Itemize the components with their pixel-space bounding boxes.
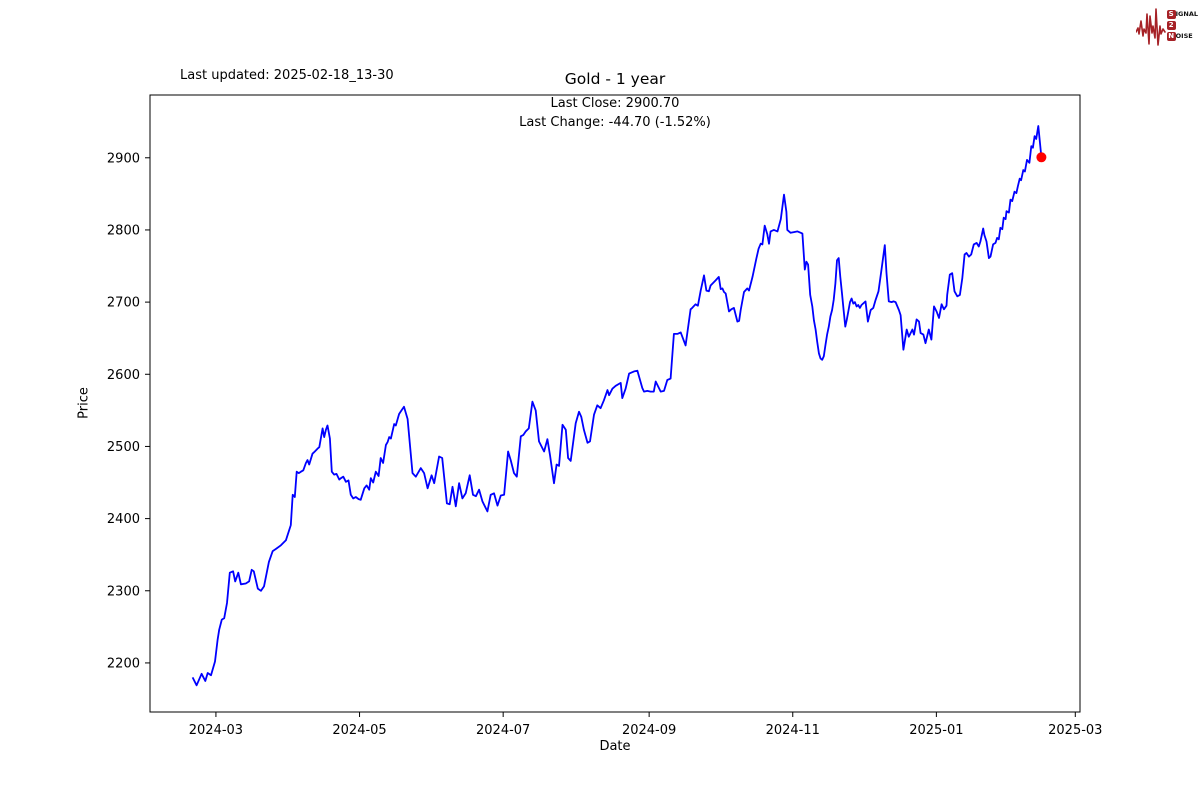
logo-word-ignal: IGNAL (1175, 10, 1198, 18)
y-tick-label: 2300 (107, 584, 140, 599)
last-close-marker (1036, 152, 1047, 163)
x-tick-label: 2025-03 (1048, 723, 1102, 738)
y-tick-label: 2900 (107, 151, 140, 166)
logo-badge-s: S (1166, 9, 1176, 19)
y-tick-label: 2600 (107, 368, 140, 383)
x-axis-label: Date (599, 739, 631, 754)
x-tick-label: 2024-05 (332, 723, 386, 738)
logo-word-oise: OISE (1175, 32, 1193, 40)
x-tick-label: 2024-11 (766, 723, 820, 738)
y-tick-label: 2200 (107, 656, 140, 671)
x-axis-ticks: 2024-03 2024-05 2024-07 2024-09 2024-11 2025-… (189, 712, 1102, 738)
gold-price-line (191, 125, 1043, 687)
logo-badge-2: 2 (1166, 20, 1176, 30)
logo-badge-n: N (1166, 31, 1176, 41)
y-tick-label: 2800 (107, 223, 140, 238)
x-tick-label: 2024-03 (189, 723, 243, 738)
y-axis-ticks: 2200 2300 2400 2500 2600 2700 2800 2900 (107, 151, 150, 671)
x-tick-label: 2024-09 (622, 723, 676, 738)
y-tick-label: 2700 (107, 296, 140, 311)
x-tick-label: 2024-07 (476, 723, 530, 738)
y-tick-label: 2500 (107, 440, 140, 455)
signal2noise-logo: S IGNAL 2 N OISE (1135, 3, 1198, 47)
plot-border (149, 94, 1081, 713)
chart-title: Gold - 1 year (564, 70, 666, 88)
y-tick-label: 2400 (107, 512, 140, 527)
signal-waveform-icon (1135, 8, 1166, 46)
logo-text: S IGNAL 2 N OISE (1166, 9, 1198, 41)
last-change-annotation: Last Change: -44.70 (-1.52%) (519, 115, 711, 130)
x-tick-label: 2025-01 (909, 723, 963, 738)
last-updated-label: Last updated: 2025-02-18_13-30 (180, 68, 394, 83)
last-close-annotation: Last Close: 2900.70 (550, 96, 680, 111)
